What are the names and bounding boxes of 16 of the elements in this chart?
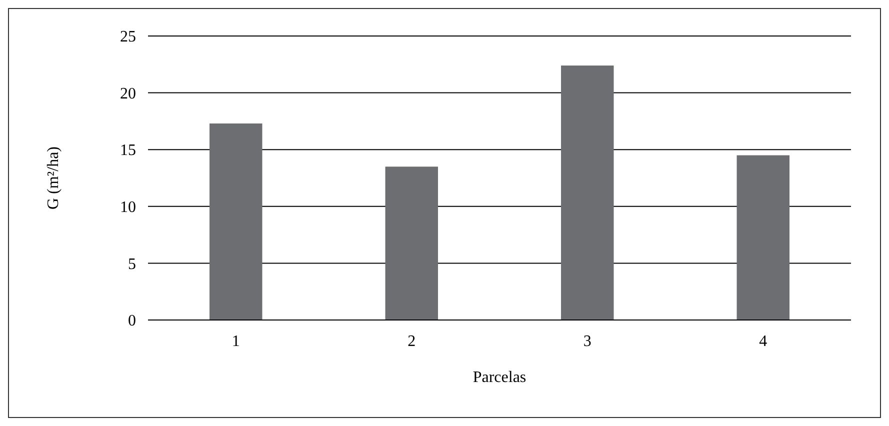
bar — [385, 166, 438, 320]
x-tick-label: 1 — [232, 333, 240, 350]
x-axis-title: Parcelas — [472, 369, 526, 386]
y-tick-label: 5 — [128, 256, 136, 273]
y-tick-label: 20 — [120, 85, 136, 102]
y-tick-label: 0 — [128, 312, 136, 330]
x-tick-label: 4 — [759, 333, 768, 350]
y-tick-label: 10 — [120, 199, 136, 216]
x-tick-label: 2 — [408, 333, 416, 350]
bar — [561, 66, 614, 320]
bar — [210, 123, 262, 320]
y-tick-label: 25 — [120, 28, 136, 46]
bar — [736, 155, 790, 320]
y-axis-title: G (m²/ha) — [45, 146, 62, 210]
y-tick-label: 15 — [120, 142, 136, 160]
x-tick-label: 3 — [583, 333, 592, 350]
